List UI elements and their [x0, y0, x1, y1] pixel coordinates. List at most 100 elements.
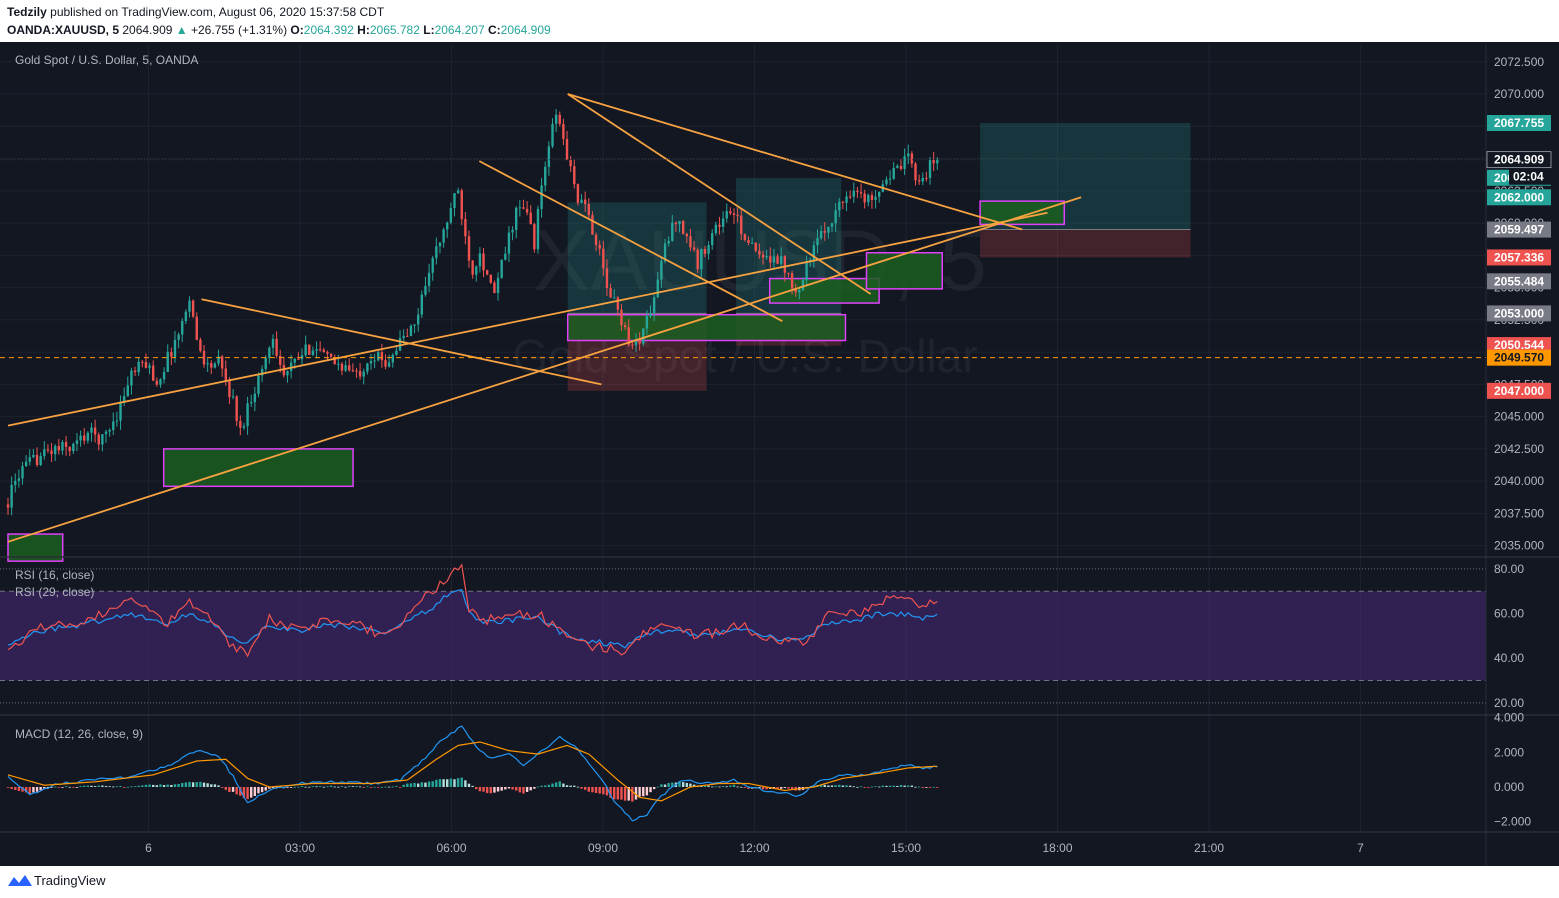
macd-histogram-bar [899, 784, 903, 787]
macd-histogram-bar [326, 786, 329, 788]
candle-body [398, 338, 402, 351]
candle-body [460, 190, 463, 220]
candle-body [144, 362, 148, 368]
time-tick-label: 6 [145, 841, 152, 855]
macd-histogram-bar [126, 786, 129, 788]
candle-body [17, 478, 21, 481]
candle-body [297, 358, 300, 360]
macd-histogram-bar [645, 786, 649, 796]
candle-body [587, 203, 590, 216]
candle-body [518, 207, 522, 209]
candle-body [656, 279, 659, 298]
candle-body [936, 159, 939, 164]
price-label-text: 2057.336 [1494, 250, 1544, 264]
candle-body [544, 166, 547, 186]
price-tick-label: 2042.500 [1494, 442, 1544, 456]
candle-body [758, 250, 761, 255]
candle-body [438, 242, 442, 247]
candle-body [188, 300, 191, 312]
candle-body [373, 360, 376, 362]
demand-zone [162, 448, 354, 488]
macd-histogram-bar [166, 784, 169, 787]
candle-body [133, 370, 137, 373]
candle-body [348, 365, 351, 371]
price-label-text: 2062.000 [1494, 190, 1544, 204]
candle-body [529, 212, 532, 225]
time-tick-label: 18:00 [1042, 841, 1072, 855]
candle-body [769, 256, 772, 263]
candle-body [732, 213, 736, 215]
rsi16-label[interactable]: RSI (16, close) [15, 568, 95, 582]
candle-body [540, 185, 543, 209]
macd-histogram-bar [558, 781, 561, 787]
price-tick-label: 2072.500 [1494, 55, 1544, 69]
macd-histogram-bar [228, 786, 231, 793]
macd-histogram-bar [431, 781, 434, 787]
macd-histogram-bar [634, 786, 638, 800]
macd-histogram-bar [53, 786, 57, 788]
brand-name[interactable]: TradingView [34, 873, 106, 888]
candle-body [293, 358, 296, 363]
candle-body [660, 261, 663, 280]
candle-body [351, 370, 355, 372]
publish-header: Tedzily published on TradingView.com, Au… [0, 0, 1559, 42]
candle-body [431, 258, 434, 273]
candle-body [634, 339, 638, 346]
candle-body [72, 443, 75, 452]
candle-body [391, 354, 394, 363]
candle-body [794, 288, 797, 293]
macd-histogram-bar [115, 786, 119, 788]
candle-body [104, 431, 108, 435]
macd-pane [6, 725, 939, 822]
macd-histogram-bar [213, 784, 217, 787]
macd-histogram-bar [199, 781, 202, 787]
candle-body [515, 207, 518, 230]
macd-histogram-bar [108, 786, 111, 788]
author-name[interactable]: Tedzily [7, 5, 47, 19]
macd-histogram-bar [573, 785, 576, 787]
candle-body [765, 256, 768, 258]
macd-histogram-bar [420, 782, 424, 787]
rsi29-label[interactable]: RSI (29, close) [15, 585, 95, 599]
candle-body [395, 350, 398, 355]
time-tick-label: 21:00 [1194, 841, 1224, 855]
candle-body [718, 224, 721, 227]
macd-histogram-bar [881, 785, 885, 787]
countdown-box [1509, 168, 1551, 185]
candle-body [35, 454, 39, 466]
candle-body [907, 153, 910, 157]
macd-histogram-bar [239, 786, 242, 796]
macd-histogram-bar [925, 786, 928, 788]
macd-histogram-bar [765, 786, 768, 790]
candle-body [122, 396, 126, 402]
macd-histogram-bar [130, 786, 133, 788]
macd-histogram-bar [152, 784, 155, 787]
macd-histogram-bar [838, 784, 841, 787]
macd-histogram-bar [202, 782, 206, 787]
macd-histogram-bar [181, 782, 184, 787]
trendline [201, 298, 602, 386]
candle-body [409, 325, 413, 336]
candle-body [609, 287, 612, 298]
macd-histogram-bar [119, 786, 122, 787]
candle-body [772, 256, 776, 263]
candle-body [300, 355, 304, 360]
candle-body [362, 371, 365, 377]
macd-histogram-bar [43, 786, 46, 789]
macd-histogram-bar [656, 786, 659, 788]
candle-body [304, 344, 307, 356]
price-label-text: 2053.000 [1494, 306, 1544, 320]
macd-histogram-bar [867, 786, 870, 788]
macd-histogram-bar [743, 786, 747, 788]
candle-body [210, 363, 213, 368]
candle-body [308, 344, 311, 355]
candle-body [282, 364, 286, 376]
candle-body [202, 350, 206, 365]
macd-label[interactable]: MACD (12, 26, close, 9) [15, 727, 144, 741]
time-tick-label: 03:00 [285, 841, 315, 855]
macd-histogram-bar [90, 785, 93, 787]
candle-body [191, 300, 195, 317]
macd-histogram-bar [736, 786, 739, 788]
macd-histogram-bar [217, 785, 220, 787]
